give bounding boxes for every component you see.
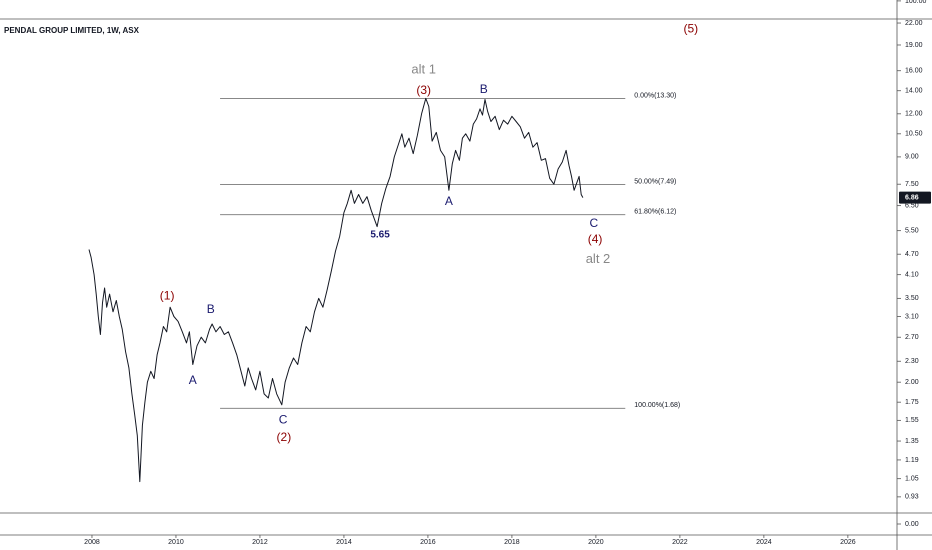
y-tick-label: 1.55 (905, 417, 919, 424)
x-tick-label: 2012 (252, 539, 268, 546)
y-tick-label: 12.00 (905, 111, 923, 118)
fib-label: 50.00%(7.49) (634, 178, 676, 185)
y-tick-label: 3.10 (905, 313, 919, 320)
wave-label: C (589, 216, 598, 230)
wave-label: (5) (683, 21, 698, 35)
y-tick-label: 0.93 (905, 494, 919, 501)
wave-label: B (207, 302, 215, 316)
fib-label: 0.00%(13.30) (634, 92, 676, 99)
x-tick-label: 2026 (840, 539, 856, 546)
y-tick-label: 2.30 (905, 358, 919, 365)
y-tick-label: 7.50 (905, 181, 919, 188)
x-tick-label: 2016 (420, 539, 436, 546)
y-tick-label: 19.00 (905, 42, 923, 49)
y-tick-label: 22.00 (905, 20, 923, 27)
last-price-label: 6.86 (905, 194, 919, 201)
x-tick-label: 2008 (84, 539, 100, 546)
y-tick-label: 4.70 (905, 251, 919, 258)
y-tick-label: 0.00 (905, 521, 919, 528)
x-tick-label: 2018 (504, 539, 520, 546)
wave-label: (3) (416, 83, 431, 97)
chart-title: PENDAL GROUP LIMITED, 1W, ASX (4, 26, 140, 35)
fib-label: 61.80%(6.12) (634, 209, 676, 216)
x-tick-label: 2024 (756, 539, 772, 546)
y-tick-label: 4.10 (905, 272, 919, 279)
wave-label: A (445, 194, 453, 208)
wave-label: (1) (160, 288, 175, 302)
y-tick-label: 10.50 (905, 131, 923, 138)
y-tick-label: 1.35 (905, 438, 919, 445)
fib-label: 100.00%(1.68) (634, 402, 680, 409)
wave-label: (2) (277, 430, 292, 444)
y-tick-label: 100.00 (905, 0, 927, 5)
last-price-box (899, 191, 931, 204)
wave-label: C (279, 413, 288, 427)
y-tick-label: 1.19 (905, 457, 919, 464)
wave-label: alt 2 (586, 251, 611, 266)
wave-label: B (480, 82, 488, 96)
y-tick-label: 1.05 (905, 476, 919, 483)
y-tick-label: 3.50 (905, 295, 919, 302)
y-tick-label: 14.00 (905, 88, 923, 95)
y-tick-label: 2.00 (905, 379, 919, 386)
x-tick-label: 2020 (588, 539, 604, 546)
price-line (88, 97, 584, 483)
x-tick-label: 2022 (672, 539, 688, 546)
x-tick-label: 2010 (168, 539, 184, 546)
y-tick-label: 6.50 (905, 202, 919, 209)
wave-label: 5.65 (370, 229, 390, 240)
x-tick-label: 2014 (336, 539, 352, 546)
wave-label: A (189, 373, 197, 387)
y-tick-label: 1.75 (905, 399, 919, 406)
y-tick-label: 2.70 (905, 334, 919, 341)
wave-label: alt 1 (411, 62, 436, 77)
y-tick-label: 16.00 (905, 68, 923, 75)
y-tick-label: 9.00 (905, 154, 919, 161)
wave-label: (4) (588, 232, 603, 246)
y-tick-label: 5.50 (905, 228, 919, 235)
